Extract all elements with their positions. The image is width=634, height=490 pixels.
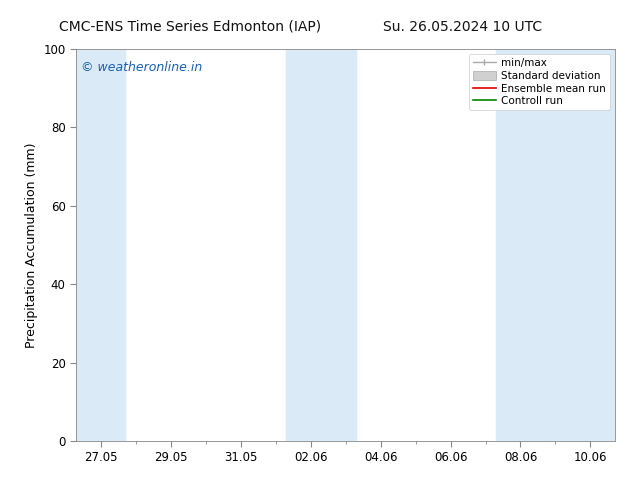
Text: Su. 26.05.2024 10 UTC: Su. 26.05.2024 10 UTC: [384, 20, 542, 34]
Bar: [76, 49, 125, 441]
Text: © weatheronline.in: © weatheronline.in: [81, 61, 203, 74]
Y-axis label: Precipitation Accumulation (mm): Precipitation Accumulation (mm): [25, 142, 38, 348]
Bar: [496, 49, 615, 441]
Text: CMC-ENS Time Series Edmonton (IAP): CMC-ENS Time Series Edmonton (IAP): [59, 20, 321, 34]
Legend: min/max, Standard deviation, Ensemble mean run, Controll run: min/max, Standard deviation, Ensemble me…: [469, 54, 610, 110]
Bar: [286, 49, 356, 441]
